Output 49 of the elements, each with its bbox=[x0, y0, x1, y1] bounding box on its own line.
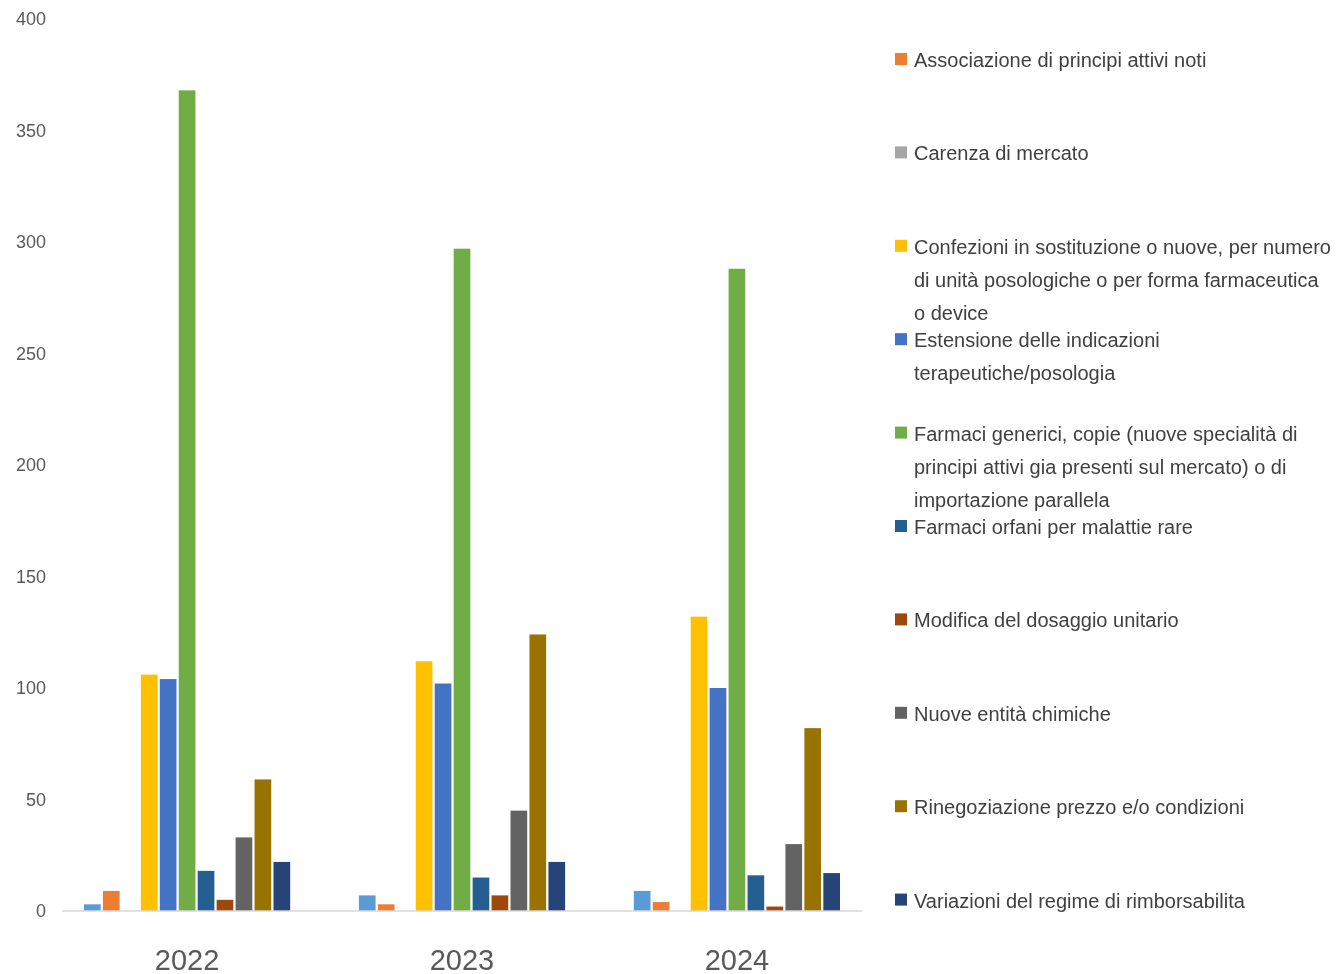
x-tick-label: 2022 bbox=[154, 944, 220, 974]
bar bbox=[358, 895, 376, 911]
bar bbox=[529, 634, 547, 911]
bar bbox=[453, 248, 471, 911]
y-tick-label: 200 bbox=[15, 455, 46, 476]
bar bbox=[747, 875, 765, 911]
y-tick-label: 350 bbox=[15, 120, 46, 141]
x-tick-label: 2024 bbox=[704, 944, 770, 974]
y-tick-label: 300 bbox=[15, 232, 46, 253]
bar bbox=[140, 674, 158, 911]
bar bbox=[548, 861, 566, 911]
bar bbox=[415, 661, 433, 911]
bar bbox=[804, 728, 822, 911]
bar bbox=[83, 904, 101, 911]
y-tick-label: 250 bbox=[15, 343, 46, 364]
bar bbox=[491, 895, 509, 911]
bar bbox=[690, 616, 708, 911]
bar bbox=[254, 779, 272, 911]
bar bbox=[159, 679, 177, 911]
legend-label: Carenza di mercato bbox=[914, 142, 1089, 165]
legend-label: Rinegoziazione prezzo e/o condizioni bbox=[914, 796, 1245, 819]
bar bbox=[633, 890, 651, 911]
legend-label: Variazioni del regime di rimborsabilita bbox=[914, 889, 1246, 912]
bar bbox=[178, 90, 196, 911]
bar bbox=[785, 844, 803, 911]
legend-label: Modifica del dosaggio unitario bbox=[914, 609, 1179, 632]
bar bbox=[510, 810, 528, 911]
bar bbox=[377, 904, 395, 911]
legend-label: Estensione delle indicazioni terapeutiche/posologia bbox=[914, 329, 1160, 385]
y-tick-label: 50 bbox=[25, 789, 46, 810]
bar bbox=[273, 861, 291, 911]
bar bbox=[472, 877, 490, 911]
legend-label: Farmaci orfani per malattie rare bbox=[914, 516, 1193, 538]
bar bbox=[197, 870, 215, 911]
bar bbox=[728, 268, 746, 911]
bar bbox=[102, 890, 120, 911]
legend-label: Confezioni in sostituzione o nuove, per numero di unità posologiche o per forma farmaceutica o device bbox=[914, 235, 1331, 324]
bar bbox=[823, 873, 841, 911]
x-tick-label: 2023 bbox=[429, 944, 495, 974]
y-tick-label: 150 bbox=[15, 566, 46, 587]
legend-label: Farmaci generici, copie (nuove specialità di principi attivi gia presenti sul mercato) o di importazione parallela bbox=[914, 422, 1298, 511]
legend-label: Associazione di principi attivi noti bbox=[914, 49, 1207, 71]
y-tick-label: 400 bbox=[15, 9, 46, 30]
y-tick-label: 0 bbox=[35, 901, 46, 922]
bar bbox=[709, 688, 727, 911]
y-tick-label: 100 bbox=[15, 678, 46, 699]
bar bbox=[235, 837, 253, 911]
legend-label: Nuove entità chimiche bbox=[914, 702, 1111, 725]
bar bbox=[434, 683, 452, 911]
